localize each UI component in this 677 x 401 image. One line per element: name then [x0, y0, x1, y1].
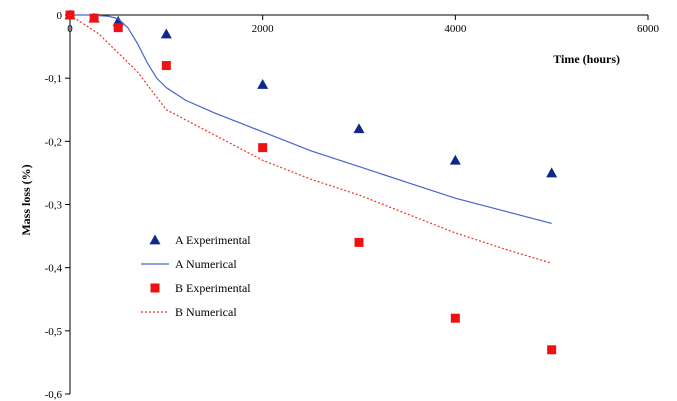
y-tick-label: -0,5: [45, 326, 63, 338]
y-tick-label: 0: [57, 10, 63, 22]
x-tick-label: 6000: [637, 23, 660, 35]
legend-label: A Experimental: [175, 233, 251, 247]
legend-item: A Numerical: [141, 257, 237, 271]
legend: A Experimental A Numerical B Experimental B…: [141, 233, 251, 319]
data-point: [114, 23, 123, 32]
series-layer: [65, 10, 558, 355]
series-3: [66, 11, 557, 355]
data-point: [258, 143, 267, 152]
data-point: [161, 28, 172, 38]
data-point: [547, 345, 556, 354]
y-tick-label: -0,3: [45, 200, 63, 212]
ticks: 0 2000 4000 6000 0 -0,1 -0,2 -0,3 -0,4 -0,5 -0,6: [45, 10, 660, 401]
y-tick-label: -0,6: [45, 389, 63, 401]
legend-label: B Numerical: [175, 305, 237, 319]
x-tick-label: 2000: [252, 23, 275, 35]
data-point: [451, 314, 460, 323]
y-tick-label: -0,2: [45, 136, 62, 148]
series-2: [70, 15, 552, 223]
y-tick-label: -0,4: [45, 263, 63, 275]
axes: [70, 15, 648, 394]
y-axis-title: Mass loss (%): [19, 164, 33, 235]
data-point: [355, 238, 364, 247]
data-point: [354, 123, 365, 133]
x-axis-title: Time (hours): [553, 52, 620, 66]
series-1: [65, 10, 558, 178]
legend-label: A Numerical: [175, 257, 237, 271]
legend-item: B Numerical: [141, 305, 237, 319]
data-point: [257, 79, 268, 89]
series-line: [70, 15, 552, 223]
x-tick-label: 0: [67, 23, 73, 35]
data-point: [162, 61, 171, 70]
data-point: [546, 167, 557, 177]
legend-item: A Experimental: [150, 233, 252, 247]
legend-label: B Experimental: [175, 281, 251, 295]
y-tick-label: -0,1: [45, 73, 62, 85]
data-point: [450, 155, 461, 165]
legend-item: B Experimental: [151, 281, 252, 295]
legend-swatch: [150, 235, 161, 245]
data-point: [90, 14, 99, 23]
legend-swatch: [151, 284, 160, 293]
x-tick-label: 4000: [444, 23, 467, 35]
